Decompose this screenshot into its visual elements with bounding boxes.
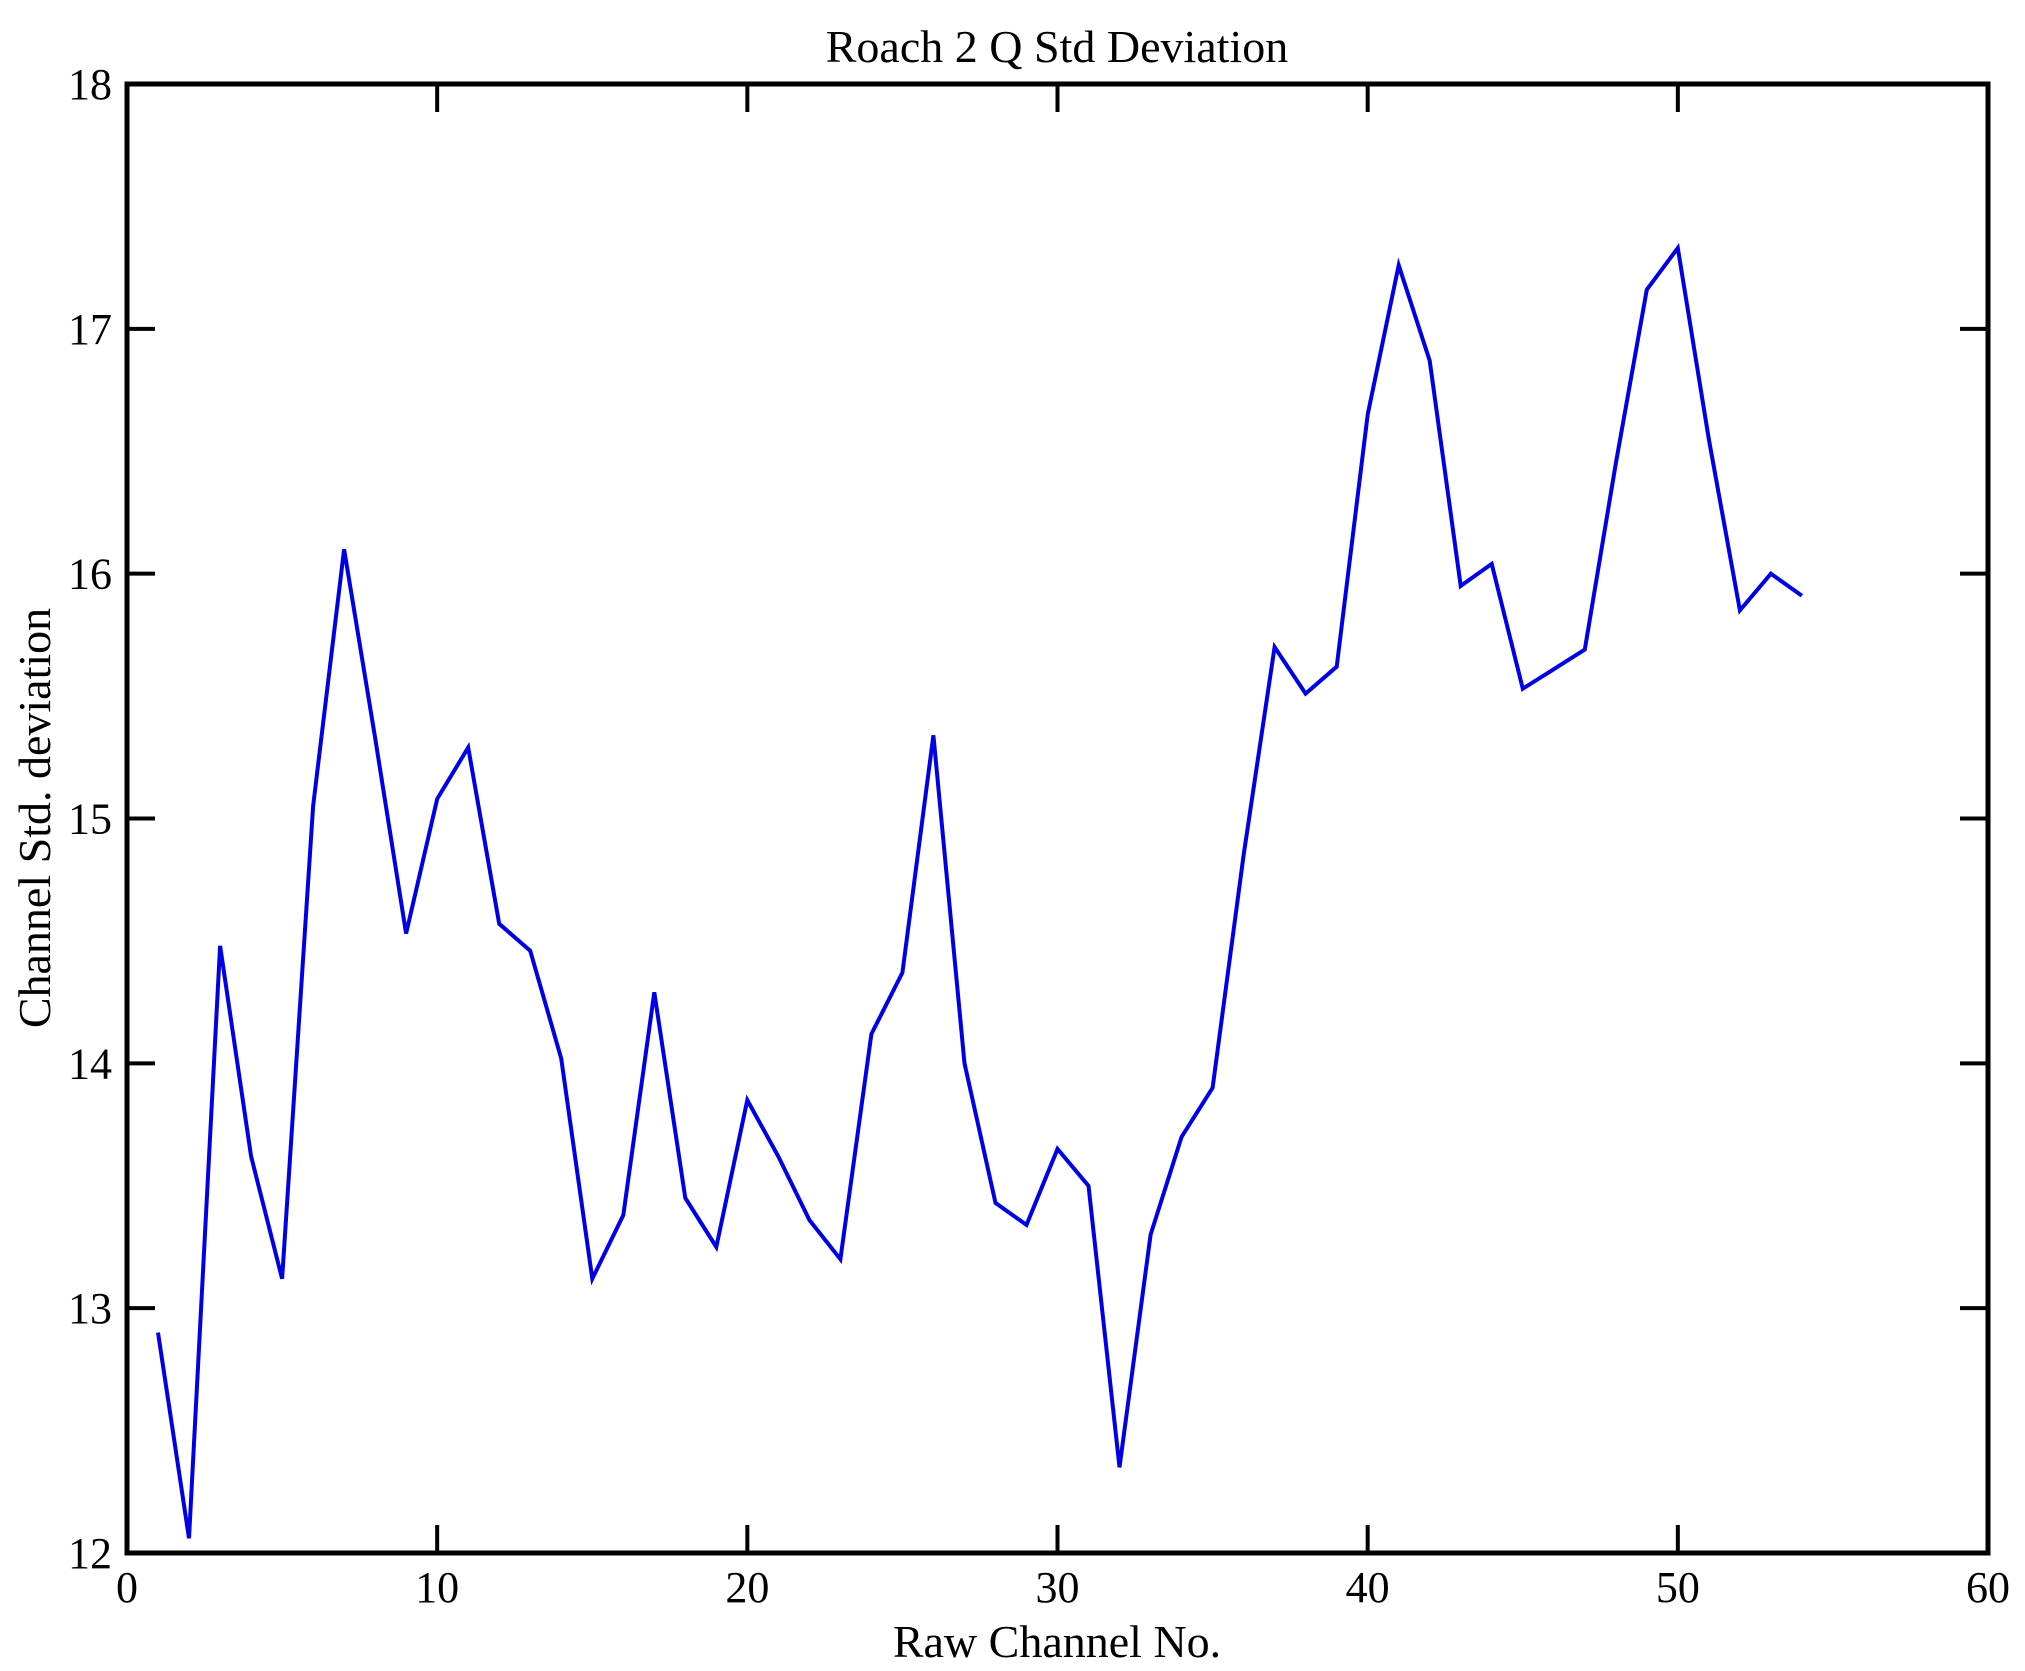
y-tick-label: 12 xyxy=(68,1529,112,1578)
y-tick-label: 17 xyxy=(68,305,112,354)
x-tick-label: 10 xyxy=(415,1563,459,1612)
plot-border xyxy=(124,81,1991,1556)
y-tick-label: 14 xyxy=(68,1039,112,1088)
y-tick-label: 16 xyxy=(68,550,112,599)
series-group xyxy=(156,243,1804,1539)
y-tick-label: 13 xyxy=(68,1284,112,1333)
x-axis-label: Raw Channel No. xyxy=(893,1616,1221,1667)
chart-title: Roach 2 Q Std Deviation xyxy=(826,21,1289,72)
tick-labels: 0 10 20 30 40 50 60 12 13 14 15 16 17 18 xyxy=(68,60,2010,1612)
x-tick-label: 30 xyxy=(1036,1563,1080,1612)
y-tick-label: 15 xyxy=(68,795,112,844)
y-tick-label: 18 xyxy=(68,60,112,109)
axis-ticks xyxy=(125,82,1990,1555)
series-line xyxy=(156,243,1804,1539)
x-tick-label: 40 xyxy=(1346,1563,1390,1612)
y-axis-label: Channel Std. deviation xyxy=(9,608,60,1028)
x-tick-label: 50 xyxy=(1656,1563,1700,1612)
x-tick-label: 60 xyxy=(1966,1563,2010,1612)
x-tick-label: 20 xyxy=(725,1563,769,1612)
x-tick-label: 0 xyxy=(116,1563,138,1612)
